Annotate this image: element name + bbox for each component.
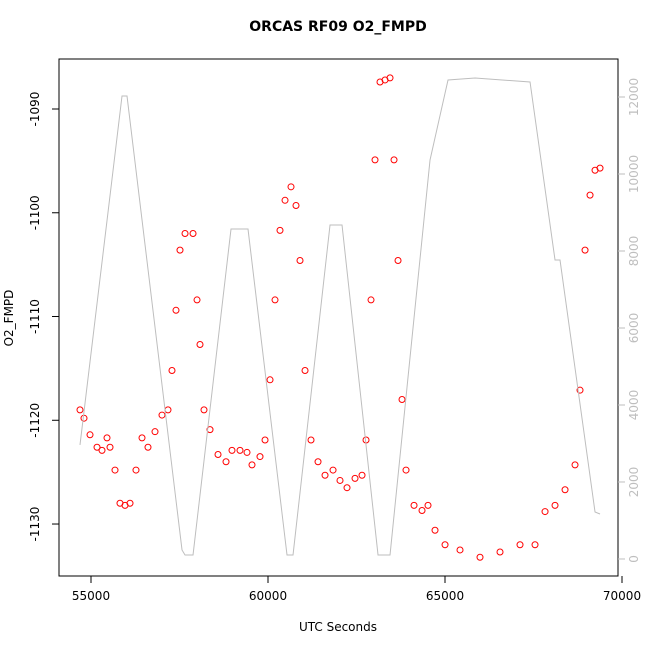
data-point bbox=[561, 486, 569, 494]
y2-tick-label: 10000 bbox=[627, 155, 641, 193]
data-point bbox=[138, 434, 146, 442]
data-point bbox=[228, 446, 236, 454]
data-point bbox=[172, 306, 180, 314]
y-tick-label: -1120 bbox=[28, 403, 42, 438]
data-point bbox=[551, 501, 559, 509]
data-point bbox=[516, 541, 524, 549]
data-point bbox=[321, 471, 329, 479]
data-point bbox=[106, 443, 114, 451]
data-point bbox=[261, 436, 269, 444]
plot-frame bbox=[58, 58, 619, 577]
data-point bbox=[476, 553, 484, 561]
data-point bbox=[196, 341, 204, 349]
data-point bbox=[571, 461, 579, 469]
data-point bbox=[336, 476, 344, 484]
data-point bbox=[189, 230, 197, 238]
data-point bbox=[367, 296, 375, 304]
data-point bbox=[86, 431, 94, 439]
data-point bbox=[496, 548, 504, 556]
data-point bbox=[410, 501, 418, 509]
chart-title: ORCAS RF09 O2_FMPD bbox=[249, 19, 426, 35]
y2-tick-label: 2000 bbox=[627, 467, 641, 498]
data-point bbox=[98, 446, 106, 454]
y-tick-label: -1130 bbox=[28, 507, 42, 542]
data-point bbox=[236, 446, 244, 454]
y-tick-label: -1100 bbox=[28, 195, 42, 230]
y2-tick-label: 8000 bbox=[627, 236, 641, 267]
data-point bbox=[371, 156, 379, 164]
data-point bbox=[418, 507, 426, 515]
data-point bbox=[126, 499, 134, 507]
data-point bbox=[206, 426, 214, 434]
data-point bbox=[168, 366, 176, 374]
data-point bbox=[193, 296, 201, 304]
data-point bbox=[541, 508, 549, 516]
data-point bbox=[281, 196, 289, 204]
data-point bbox=[424, 501, 432, 509]
x-tick-label: 70000 bbox=[603, 589, 641, 603]
data-point bbox=[402, 466, 410, 474]
data-point bbox=[287, 183, 295, 191]
data-point bbox=[111, 466, 119, 474]
y-tick-label: -1090 bbox=[28, 92, 42, 127]
data-point bbox=[358, 471, 366, 479]
data-point bbox=[586, 191, 594, 199]
data-point bbox=[390, 156, 398, 164]
data-point bbox=[256, 453, 264, 461]
data-point bbox=[456, 546, 464, 554]
data-point bbox=[76, 406, 84, 414]
data-point bbox=[144, 443, 152, 451]
data-point bbox=[531, 541, 539, 549]
data-point bbox=[301, 366, 309, 374]
data-point bbox=[314, 458, 322, 466]
altitude-line bbox=[79, 77, 601, 556]
x-tick-label: 55000 bbox=[72, 589, 110, 603]
data-point bbox=[394, 256, 402, 264]
data-point bbox=[351, 474, 359, 482]
y2-tick-label: 6000 bbox=[627, 313, 641, 344]
data-point bbox=[132, 466, 140, 474]
data-point bbox=[93, 443, 101, 451]
data-point bbox=[441, 541, 449, 549]
data-point bbox=[581, 246, 589, 254]
data-point bbox=[431, 526, 439, 534]
data-point bbox=[200, 406, 208, 414]
data-point bbox=[576, 386, 584, 394]
x-tick-label: 60000 bbox=[249, 589, 287, 603]
data-point bbox=[214, 451, 222, 459]
data-point bbox=[343, 484, 351, 492]
data-point bbox=[176, 246, 184, 254]
data-point bbox=[158, 411, 166, 419]
y2-tick-label: 12000 bbox=[627, 78, 641, 116]
data-point bbox=[151, 428, 159, 436]
data-point bbox=[181, 230, 189, 238]
data-point bbox=[596, 164, 604, 172]
data-point bbox=[398, 396, 406, 404]
data-point bbox=[386, 74, 394, 82]
y2-tick-label: 4000 bbox=[627, 390, 641, 421]
y-axis-label: O2_FMPD bbox=[2, 290, 16, 347]
data-point bbox=[296, 256, 304, 264]
data-point bbox=[103, 434, 111, 442]
data-point bbox=[292, 201, 300, 209]
data-point bbox=[329, 466, 337, 474]
data-point bbox=[307, 436, 315, 444]
y2-tick-label: 0 bbox=[627, 555, 641, 563]
y-tick-label: -1110 bbox=[28, 299, 42, 334]
data-point bbox=[266, 376, 274, 384]
data-point bbox=[248, 461, 256, 469]
data-point bbox=[243, 448, 251, 456]
x-axis-label: UTC Seconds bbox=[299, 620, 377, 634]
data-point bbox=[271, 296, 279, 304]
data-point bbox=[222, 458, 230, 466]
data-point bbox=[276, 226, 284, 234]
x-tick-label: 65000 bbox=[426, 589, 464, 603]
